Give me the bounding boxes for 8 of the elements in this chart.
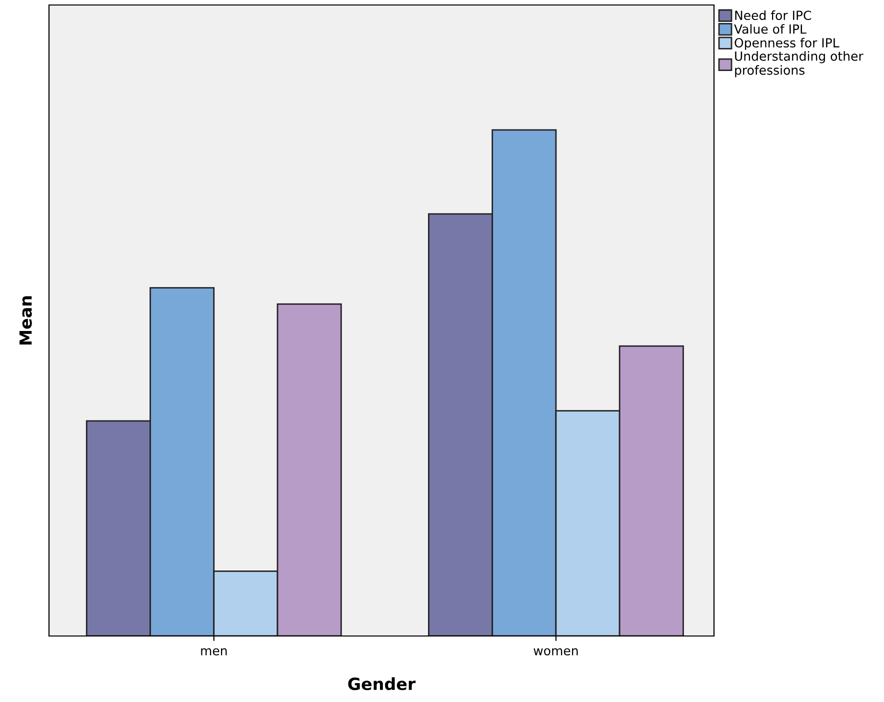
x-tick-label: men xyxy=(201,648,227,656)
legend-label: Value of IPL xyxy=(734,24,806,34)
x-tick-label: women xyxy=(534,648,578,656)
y-axis-title: Mean xyxy=(19,296,32,344)
x-axis-title: Gender xyxy=(348,677,416,690)
legend-label: Need for IPC xyxy=(735,10,812,20)
legend-label: Openness for IPL xyxy=(734,38,840,50)
legend-label: Understanding other professions xyxy=(735,51,864,78)
